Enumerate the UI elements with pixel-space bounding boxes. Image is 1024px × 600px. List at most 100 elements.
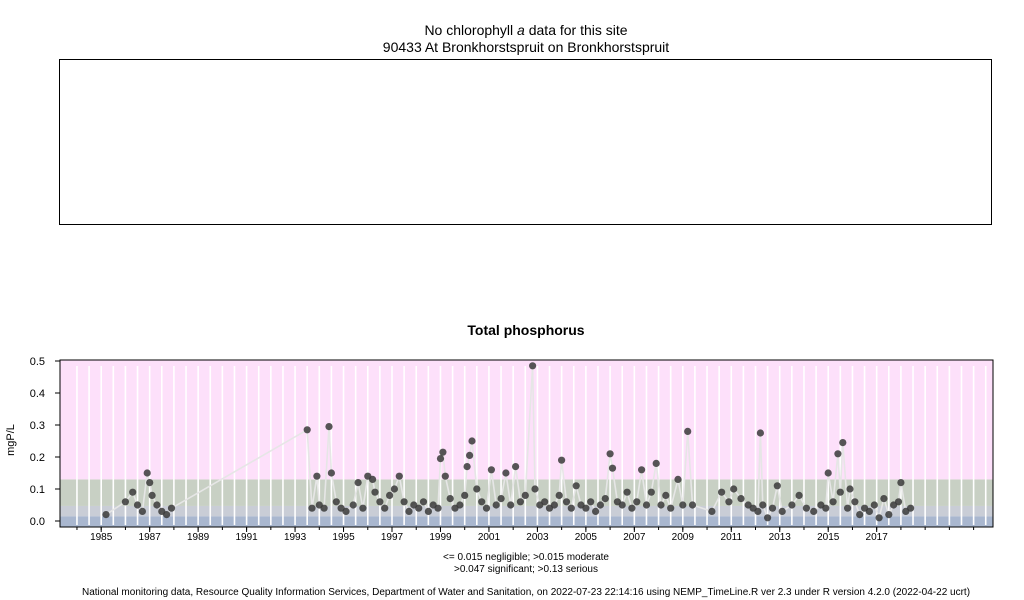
y-tick-label: 0.2: [30, 452, 45, 464]
x-tick-label: 1999: [429, 532, 452, 543]
data-point: [468, 437, 476, 445]
data-point: [567, 504, 575, 512]
data-point: [133, 501, 142, 509]
data-point: [511, 463, 520, 471]
y-tick-label: 0.3: [30, 420, 45, 432]
data-point: [708, 507, 716, 515]
data-point: [424, 507, 432, 515]
data-point: [856, 511, 864, 519]
data-point: [419, 498, 428, 506]
data-point: [441, 472, 449, 480]
data-point: [502, 469, 510, 477]
x-tick-label: 1991: [235, 532, 258, 543]
data-point: [446, 495, 454, 503]
data-point: [415, 504, 423, 512]
data-point: [308, 504, 316, 512]
data-point: [325, 423, 333, 431]
data-point: [550, 501, 559, 509]
y-axis-label: mgP/L: [5, 424, 17, 456]
x-tick-label: 1995: [332, 532, 355, 543]
data-point: [463, 463, 471, 471]
data-point: [386, 491, 394, 499]
data-point: [516, 498, 525, 506]
data-point: [146, 479, 154, 487]
data-point: [829, 498, 837, 506]
data-point: [623, 488, 631, 496]
data-point: [478, 498, 486, 506]
data-point: [153, 501, 161, 509]
data-point: [405, 507, 413, 515]
data-point: [482, 504, 491, 512]
data-point: [822, 504, 830, 512]
data-point: [342, 507, 350, 515]
data-point: [647, 488, 655, 496]
data-point: [718, 488, 726, 496]
x-tick-label: 1997: [381, 532, 404, 543]
x-tick-label: 2003: [526, 532, 549, 543]
data-point: [529, 362, 537, 370]
x-axis: 1985 1987 1989 1991 1993 1995 1997 1999 2001 2003…: [76, 527, 975, 543]
data-point: [810, 507, 818, 515]
data-point: [303, 426, 311, 434]
data-point: [836, 488, 844, 496]
legend-line-2: >0.047 significant; >0.13 serious: [454, 564, 598, 575]
y-tick-label: 0.5: [30, 356, 45, 368]
x-tick-label: 2001: [478, 532, 501, 543]
data-point: [492, 501, 500, 509]
data-point: [880, 495, 888, 503]
data-point: [870, 501, 878, 509]
data-point: [121, 498, 129, 506]
data-point: [376, 498, 384, 506]
site-title: 90433 At Bronkhorstspruit on Bronkhorsts…: [382, 39, 670, 55]
data-point: [129, 488, 137, 496]
data-point: [652, 459, 660, 467]
plot-frame: [59, 359, 994, 528]
data-point: [679, 501, 687, 509]
data-point: [684, 427, 692, 435]
data-point: [562, 498, 571, 506]
data-point: [802, 504, 811, 512]
y-tick-label: 0.1: [30, 484, 45, 496]
x-tick-label: 2009: [672, 532, 695, 543]
data-point: [628, 504, 636, 512]
data-point: [754, 507, 762, 515]
data-point: [834, 450, 842, 458]
data-point: [507, 501, 515, 509]
data-point: [473, 485, 481, 493]
data-point: [587, 498, 595, 506]
data-point: [851, 498, 859, 506]
data-point: [788, 501, 796, 509]
data-point: [558, 456, 566, 464]
data-point: [737, 495, 745, 503]
data-point: [688, 501, 697, 509]
data-point: [875, 514, 883, 522]
data-point: [497, 495, 505, 503]
data-point: [674, 475, 682, 483]
data-point: [642, 501, 651, 509]
footer-credit: National monitoring data, Resource Quali…: [81, 587, 971, 598]
data-point: [439, 448, 447, 456]
data-point: [865, 507, 874, 515]
data-point: [601, 495, 609, 503]
data-point: [764, 514, 772, 522]
data-point: [143, 469, 151, 477]
data-point: [844, 504, 852, 512]
chart-title: Total phosphorus: [467, 322, 585, 338]
data-point: [846, 485, 854, 493]
data-point: [349, 501, 357, 509]
message-italic: a: [517, 22, 525, 38]
data-point: [390, 485, 398, 493]
band-negligible: [60, 516, 993, 527]
x-tick-label: 1985: [90, 532, 113, 543]
data-point: [897, 479, 905, 487]
data-point: [839, 439, 847, 447]
data-point: [167, 504, 176, 512]
vertical-gridlines: [76, 366, 987, 525]
data-point: [667, 504, 675, 512]
data-point: [730, 485, 738, 493]
data-point: [456, 501, 464, 509]
data-point: [572, 482, 580, 490]
data-point: [894, 498, 903, 506]
y-axis: 0.0 0.1 0.2 0.3 0.4 0.5: [30, 356, 60, 528]
data-point: [824, 469, 832, 477]
